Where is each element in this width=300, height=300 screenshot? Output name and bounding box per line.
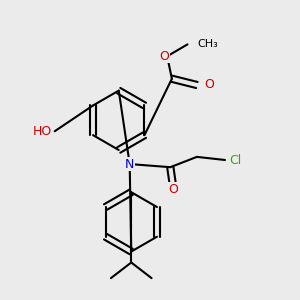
Text: O: O xyxy=(159,50,169,63)
Text: Cl: Cl xyxy=(230,154,242,166)
Text: N: N xyxy=(125,158,134,171)
Text: O: O xyxy=(169,183,178,196)
Text: HO: HO xyxy=(32,125,52,138)
Text: O: O xyxy=(205,79,214,92)
Text: CH₃: CH₃ xyxy=(197,39,218,50)
